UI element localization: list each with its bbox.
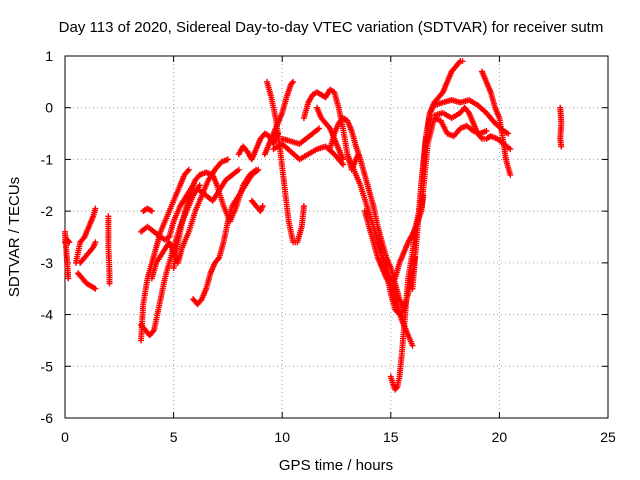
y-tick-label: -2 [41, 203, 54, 219]
data-point [300, 203, 307, 209]
y-axis-label: SDTVAR / TECUs [6, 177, 23, 297]
data-point [235, 166, 242, 173]
data-point [507, 146, 514, 153]
x-axis-label: GPS time / hours [279, 457, 393, 474]
data-point [340, 156, 346, 163]
series-track-s [270, 140, 346, 168]
data-point [409, 342, 416, 349]
y-tick-label: 0 [45, 100, 53, 116]
data-point [255, 166, 262, 173]
data-point [66, 239, 73, 246]
data-point [505, 130, 512, 137]
x-tick-label: 20 [492, 429, 508, 445]
series-track-q [261, 78, 297, 158]
series-track-m [190, 166, 262, 308]
series-track-f [105, 213, 113, 287]
x-tick-label: 10 [274, 429, 290, 445]
data-point [148, 208, 155, 215]
x-tick-label: 5 [170, 429, 178, 445]
series-track-c [72, 205, 99, 266]
data-point [65, 275, 72, 282]
data-point [290, 78, 297, 85]
data-point [185, 166, 192, 173]
chart-title: Day 113 of 2020, Sidereal Day-to-day VTE… [59, 19, 604, 36]
data-point [259, 203, 266, 209]
series-track-g [138, 166, 192, 344]
y-tick-label: -4 [41, 307, 54, 323]
y-tick-label: 1 [45, 48, 53, 64]
series-track-d [75, 270, 99, 292]
series-track-r [264, 78, 307, 246]
data-point [196, 182, 203, 189]
series-track-n [196, 166, 242, 204]
x-tick-label: 15 [383, 429, 399, 445]
data-point [289, 80, 295, 87]
data-point [558, 143, 565, 150]
series-track-t [279, 125, 323, 147]
data-point [92, 285, 99, 292]
series-track-aa [387, 58, 466, 393]
data-point [92, 239, 99, 246]
series-track-p [248, 197, 266, 215]
x-tick-label: 25 [600, 429, 616, 445]
data-points [62, 58, 565, 393]
data-point [316, 125, 323, 132]
data-point [224, 156, 231, 163]
series-track-ae [479, 68, 514, 178]
y-tick-label: -3 [41, 255, 54, 271]
data-point [459, 58, 466, 65]
data-point [92, 205, 99, 212]
series-track-af [557, 104, 565, 150]
y-tick-label: -1 [41, 151, 54, 167]
y-tick-label: -5 [41, 358, 54, 374]
data-point [507, 171, 514, 178]
data-point [483, 128, 490, 134]
x-tick-label: 0 [61, 429, 69, 445]
series-track-a [62, 228, 72, 282]
data-point [340, 161, 346, 168]
y-tick-label: -6 [41, 410, 54, 426]
series-track-ac [418, 115, 490, 215]
data-point [106, 280, 113, 287]
series-track-b [62, 236, 73, 246]
series-track-e [77, 239, 99, 266]
series-track-j [140, 205, 155, 215]
